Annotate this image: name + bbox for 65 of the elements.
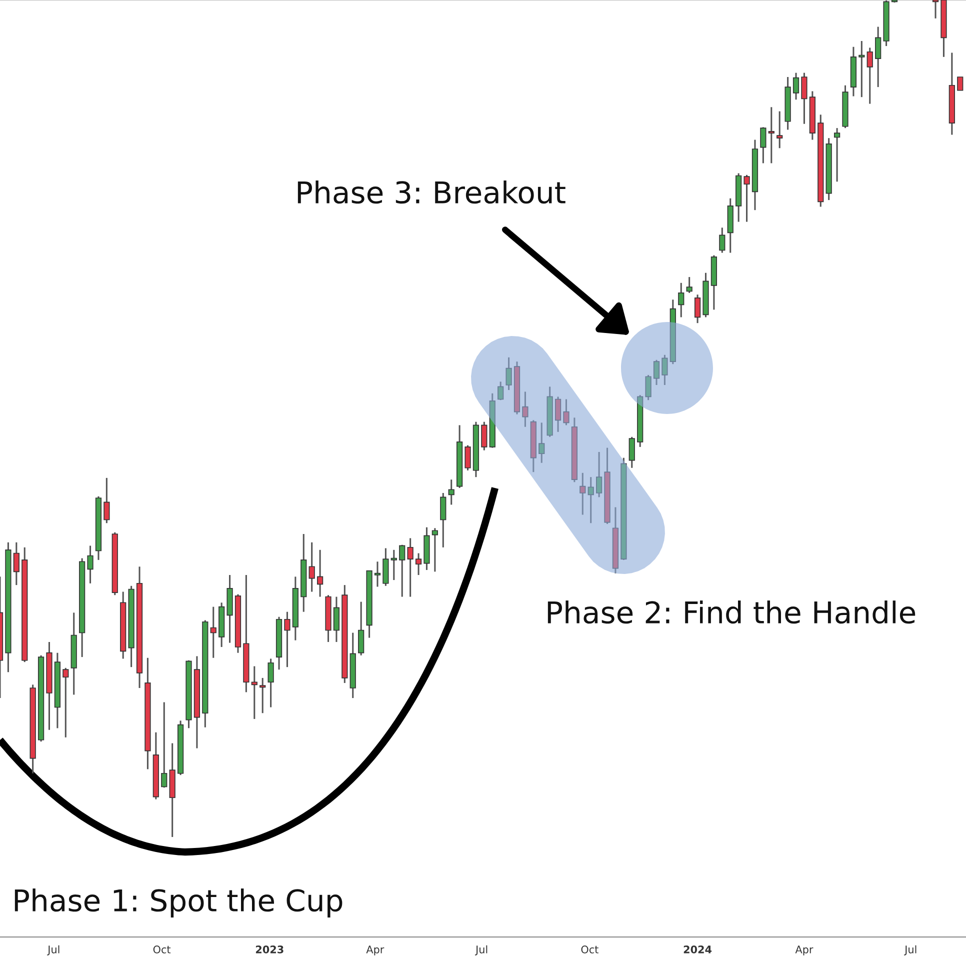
candlestick [596,451,602,498]
candlestick [440,492,446,548]
candlestick [399,544,406,598]
candlestick [481,421,488,452]
candlestick [792,72,800,100]
candlestick [580,472,586,516]
text: Phase 1: Spot the Cup [14,888,342,918]
x-tick-label: Apr [366,946,384,956]
candlestick [161,701,168,788]
candlestick [694,294,701,324]
candlestick [538,422,545,464]
candlestick [932,0,939,20]
candlestick [744,174,750,223]
candlestick [390,549,397,581]
x-tick-label: Jul [904,945,916,956]
candlestick [316,549,324,598]
candlestick [801,72,808,125]
candlestick [13,542,20,586]
x-tick-label: Oct [581,946,598,954]
candlestick [686,276,692,294]
candlestick [875,26,882,88]
candlestick [284,611,290,668]
candlestick [498,380,504,401]
x-tick-label: Apr [795,946,814,956]
candlestick [719,226,726,254]
candlestick [768,106,774,164]
candlestick [308,542,315,593]
candlestick [563,398,570,426]
annotation: Phase 2: Find the Handle [548,600,916,624]
candlestick [834,127,840,182]
x-tick-label: 2024 [684,946,712,954]
x-tick-label: Jul [475,945,488,956]
candlestick [866,46,873,105]
candlestick [588,476,594,524]
candlestick [358,601,364,656]
candlestick [858,40,865,98]
candlestick [522,390,528,428]
candlestick [432,527,438,572]
candlestick [628,436,635,469]
candlestick [506,356,512,391]
candlestick [268,658,274,708]
candlestick [760,126,766,164]
x-tick-label: 2023 [256,946,284,954]
candlestick [448,478,454,506]
candlestick [645,374,652,401]
candlestick [87,544,94,584]
candlestick [333,596,340,643]
candlestick [260,677,266,714]
candlestick [210,606,216,659]
candlestick [776,110,783,149]
candlestick [251,665,258,720]
candlestick [678,282,684,318]
candlestick [62,667,69,738]
candlestick [464,444,471,472]
candlestick [407,537,414,598]
x-tick-label: Oct [153,946,171,954]
x-tick-label: Jul [47,945,60,956]
annotation: Phase 3: Breakout [298,180,566,204]
candlestick [554,396,562,433]
candlestick [104,477,110,524]
candlestick [374,560,381,588]
candlestick [662,354,668,386]
candlestick [957,76,964,91]
candlestick [415,552,422,576]
candlestick [653,359,660,386]
